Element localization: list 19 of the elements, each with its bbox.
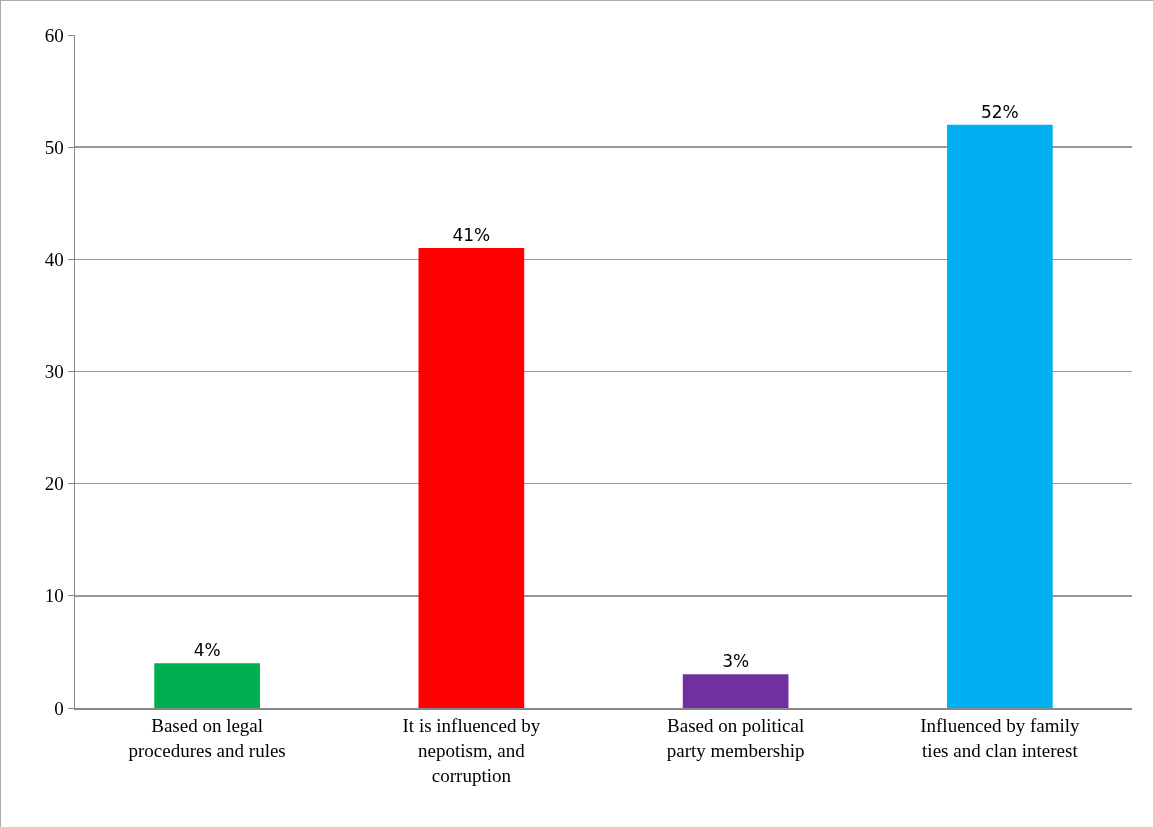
y-tick-label: 10 xyxy=(44,585,64,607)
x-tick-label: Based on political party membership xyxy=(666,715,805,761)
x-tick-label: It is influenced by nepotism, and corruption xyxy=(402,715,541,786)
y-tick-label: 0 xyxy=(54,697,64,719)
x-tick-label: Based on legal procedures and rules xyxy=(128,715,286,761)
bar xyxy=(947,124,1053,708)
data-label: 3% xyxy=(722,651,750,672)
y-tick-label: 60 xyxy=(44,24,64,46)
data-label: 52% xyxy=(980,101,1019,122)
y-tick-label: 30 xyxy=(44,361,64,383)
data-label: 4% xyxy=(193,640,221,661)
y-tick-label: 20 xyxy=(44,473,64,495)
y-tick-label: 50 xyxy=(44,136,64,158)
data-label: 41% xyxy=(452,225,491,246)
bar xyxy=(682,674,789,708)
bar xyxy=(418,248,525,708)
y-tick-label: 40 xyxy=(44,248,64,270)
bar xyxy=(154,663,260,708)
x-tick-label: Influenced by family ties and clan interest xyxy=(920,715,1081,761)
